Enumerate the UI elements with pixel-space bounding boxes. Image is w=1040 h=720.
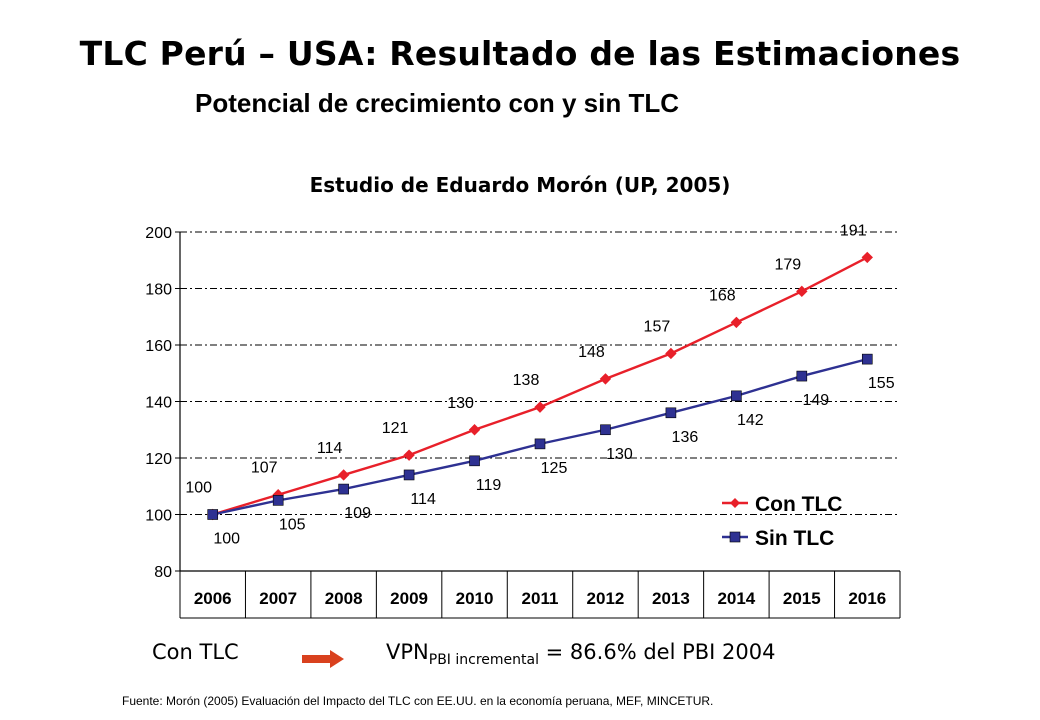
legend: Con TLC Sin TLC xyxy=(722,493,842,550)
data-label: 130 xyxy=(447,395,474,412)
data-label: 136 xyxy=(672,429,699,446)
page-subtitle: Potencial de crecimiento con y sin TLC xyxy=(195,88,680,118)
x-tick-label: 2006 xyxy=(194,589,232,608)
y-tick-label: 180 xyxy=(145,282,172,299)
data-label: 130 xyxy=(606,446,633,463)
chart-title: Estudio de Eduardo Morón (UP, 2005) xyxy=(309,173,731,197)
data-label: 107 xyxy=(251,460,278,477)
data-label: 138 xyxy=(513,372,540,389)
data-point-sin-tlc xyxy=(534,438,546,450)
series-lines xyxy=(207,251,873,521)
data-point-sin-tlc xyxy=(861,353,873,365)
legend-label: Sin TLC xyxy=(755,527,834,550)
line-chart: 80 100 120 140 160 180 200 2006 2007 2008 2009 201… xyxy=(145,222,901,619)
data-point-con-tlc xyxy=(337,469,350,481)
data-point-con-tlc xyxy=(861,251,873,264)
y-tick-label: 100 xyxy=(145,508,172,525)
data-label: 155 xyxy=(868,375,895,392)
data-label: 100 xyxy=(185,480,212,497)
axes xyxy=(175,231,901,619)
grid-lines xyxy=(180,231,900,515)
data-label: 114 xyxy=(317,440,343,457)
y-tick-label: 160 xyxy=(145,338,172,355)
data-point-sin-tlc xyxy=(403,469,415,481)
data-point-sin-tlc xyxy=(665,407,677,419)
y-tick-label: 140 xyxy=(145,395,172,412)
source-note: Fuente: Morón (2005) Evaluación del Impa… xyxy=(122,694,714,708)
vpn-value: = 86.6% del PBI 2004 xyxy=(538,640,776,664)
x-tick-label: 2009 xyxy=(390,589,428,608)
data-point-sin-tlc xyxy=(338,483,349,495)
data-point-sin-tlc xyxy=(469,455,480,467)
data-label: 148 xyxy=(578,344,605,361)
data-label: 121 xyxy=(382,420,409,437)
x-tick-label: 2012 xyxy=(587,589,625,608)
vpn-subscript: PBI incremental xyxy=(428,652,539,669)
vpn-main: VPN xyxy=(386,640,429,664)
x-tick-label: 2013 xyxy=(652,589,690,608)
data-label: 100 xyxy=(213,531,240,548)
legend-marker-sin-tlc xyxy=(729,531,741,543)
data-point-con-tlc xyxy=(665,347,677,360)
right-arrow-icon xyxy=(302,650,344,668)
data-label: 179 xyxy=(774,256,801,273)
data-point-con-tlc xyxy=(534,401,546,413)
x-tick-label: 2011 xyxy=(522,589,559,608)
data-point-con-tlc xyxy=(468,424,481,436)
data-label: 142 xyxy=(737,412,764,429)
legend-marker-con-tlc xyxy=(730,498,740,508)
y-tick-label: 80 xyxy=(154,564,172,581)
vpn-formula: VPNPBI incremental = 86.6% del PBI 2004 xyxy=(386,640,775,668)
data-label: 168 xyxy=(709,287,736,304)
data-point-sin-tlc xyxy=(796,370,808,382)
data-label: 119 xyxy=(476,477,502,494)
con-tlc-label: Con TLC xyxy=(152,640,239,664)
data-point-sin-tlc xyxy=(207,509,219,520)
data-point-sin-tlc xyxy=(272,495,284,506)
x-tick-label: 2007 xyxy=(259,589,297,608)
data-labels: 100 107 114 121 130 138 148 157 168 179 191 100 105 1… xyxy=(185,222,894,547)
data-point-con-tlc xyxy=(796,285,808,298)
x-tick-label: 2015 xyxy=(783,589,821,608)
data-point-con-tlc xyxy=(403,449,415,461)
data-point-sin-tlc xyxy=(731,390,742,402)
data-label: 109 xyxy=(344,505,371,522)
x-tick-label: 2014 xyxy=(717,589,755,608)
data-label: 157 xyxy=(644,318,671,335)
data-label: 125 xyxy=(541,460,568,477)
page-title: TLC Perú – USA: Resultado de las Estimac… xyxy=(79,34,961,73)
data-label: 149 xyxy=(802,392,829,409)
data-label: 105 xyxy=(279,516,306,533)
x-tick-label: 2016 xyxy=(848,589,886,608)
x-tick-label: 2008 xyxy=(325,589,363,608)
data-point-con-tlc xyxy=(730,316,743,329)
x-tick-label: 2010 xyxy=(456,589,494,608)
data-label: 114 xyxy=(410,491,436,508)
y-tick-labels: 80 100 120 140 160 180 200 xyxy=(145,225,172,581)
x-tick-labels: 2006 2007 2008 2009 2010 2011 2012 2013 2014 2015… xyxy=(194,589,886,608)
y-tick-label: 200 xyxy=(145,225,172,242)
y-tick-label: 120 xyxy=(145,451,172,468)
data-point-con-tlc xyxy=(599,373,612,385)
data-label: 191 xyxy=(840,222,867,239)
series-line-sin-tlc xyxy=(212,357,868,516)
data-point-sin-tlc xyxy=(600,424,611,436)
legend-label: Con TLC xyxy=(755,493,842,516)
